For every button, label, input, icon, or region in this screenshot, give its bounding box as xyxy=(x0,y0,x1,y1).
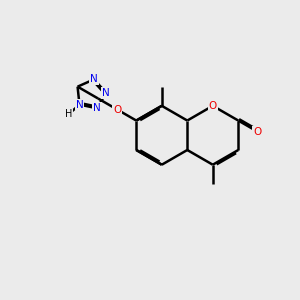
Text: N: N xyxy=(93,103,101,113)
Text: O: O xyxy=(113,104,121,115)
Text: O: O xyxy=(253,127,262,136)
Text: O: O xyxy=(209,101,217,111)
Text: N: N xyxy=(90,74,98,84)
Text: N: N xyxy=(76,100,83,110)
Text: N: N xyxy=(102,88,110,98)
Text: H: H xyxy=(65,110,72,119)
